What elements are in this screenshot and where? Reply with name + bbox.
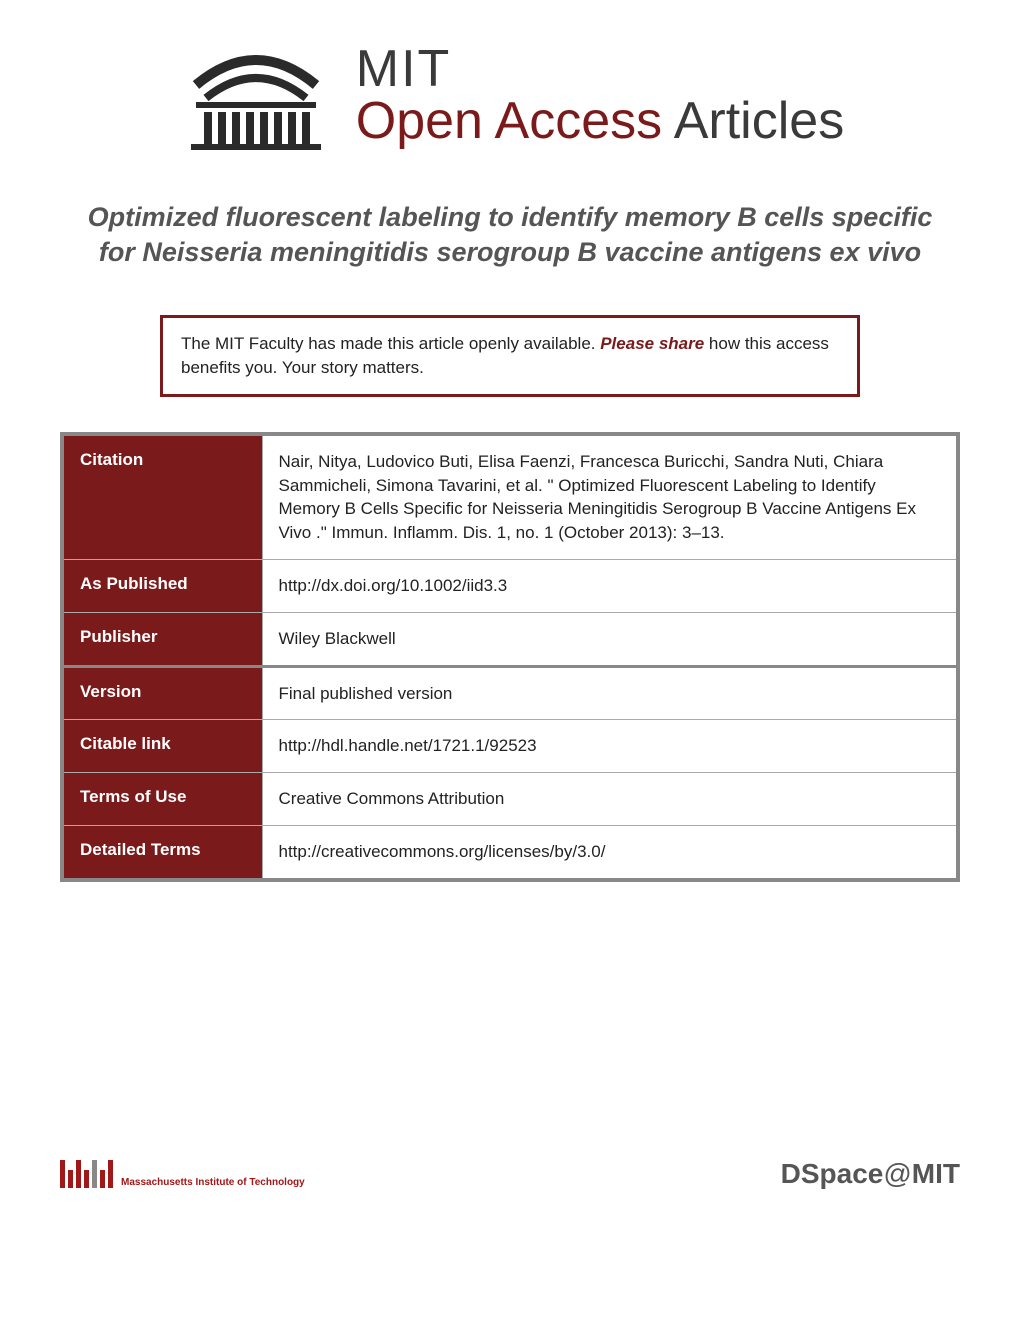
- table-row: PublisherWiley Blackwell: [62, 612, 958, 666]
- logo-mit: MIT: [356, 43, 844, 95]
- share-box: The MIT Faculty has made this article op…: [160, 315, 860, 397]
- metadata-value: http://hdl.handle.net/1721.1/92523: [262, 720, 958, 773]
- dspace-logo: DSpace@MIT: [781, 1158, 960, 1190]
- metadata-value: Final published version: [262, 666, 958, 720]
- dspace-text: DSpace@MIT: [781, 1158, 960, 1189]
- metadata-table: CitationNair, Nitya, Ludovico Buti, Elis…: [60, 432, 960, 882]
- metadata-label: Detailed Terms: [62, 825, 262, 879]
- table-row: Terms of UseCreative Commons Attribution: [62, 773, 958, 826]
- table-row: CitationNair, Nitya, Ludovico Buti, Elis…: [62, 434, 958, 560]
- metadata-label: Citable link: [62, 720, 262, 773]
- table-row: Citable linkhttp://hdl.handle.net/1721.1…: [62, 720, 958, 773]
- metadata-value: Creative Commons Attribution: [262, 773, 958, 826]
- metadata-value: http://dx.doi.org/10.1002/iid3.3: [262, 559, 958, 612]
- header-logo: MIT Open Access Articles: [60, 40, 960, 150]
- share-prefix: The MIT Faculty has made this article op…: [181, 334, 600, 353]
- logo-text: MIT Open Access Articles: [356, 43, 844, 147]
- metadata-label: Terms of Use: [62, 773, 262, 826]
- metadata-label: Citation: [62, 434, 262, 560]
- dome-icon: [176, 40, 336, 150]
- mit-footer-text: Massachusetts Institute of Technology: [121, 1177, 305, 1188]
- table-row: VersionFinal published version: [62, 666, 958, 720]
- metadata-label: Publisher: [62, 612, 262, 666]
- mit-footer-logo: Massachusetts Institute of Technology: [60, 1160, 305, 1188]
- metadata-label: Version: [62, 666, 262, 720]
- please-share-link[interactable]: Please share: [600, 334, 704, 353]
- table-row: As Publishedhttp://dx.doi.org/10.1002/ii…: [62, 559, 958, 612]
- logo-articles: Articles: [662, 92, 844, 150]
- logo-open-access: Open Access: [356, 92, 662, 150]
- metadata-label: As Published: [62, 559, 262, 612]
- metadata-value: http://creativecommons.org/licenses/by/3…: [262, 825, 958, 879]
- table-row: Detailed Termshttp://creativecommons.org…: [62, 825, 958, 879]
- article-title: Optimized fluorescent labeling to identi…: [80, 200, 940, 270]
- footer: Massachusetts Institute of Technology DS…: [60, 1158, 960, 1190]
- metadata-value: Nair, Nitya, Ludovico Buti, Elisa Faenzi…: [262, 434, 958, 560]
- metadata-value: Wiley Blackwell: [262, 612, 958, 666]
- mit-bars-icon: [60, 1160, 113, 1188]
